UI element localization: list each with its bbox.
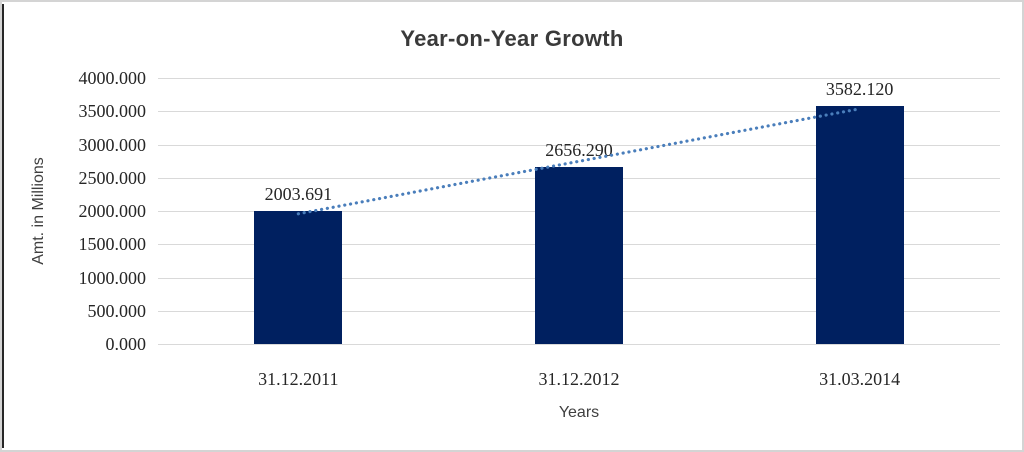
gridline [158, 144, 1000, 146]
bar-data-label: 3582.120 [825, 78, 894, 99]
bar-31.12.2011 [254, 210, 343, 344]
y-tick-label: 4000.000 [78, 68, 147, 88]
bar-data-label: 2656.290 [545, 140, 613, 161]
y-tick-label: 3000.000 [78, 134, 147, 155]
y-tick-label: 2000.000 [78, 201, 147, 221]
bar-31.12.2012 [535, 167, 623, 344]
y-tick-label: 1500.000 [78, 234, 147, 255]
trendline-dotted [296, 107, 862, 216]
bar-31.03.2014 [815, 105, 904, 344]
x-axis-title: Years [558, 404, 600, 421]
gridline [158, 344, 1000, 345]
plot-area: 2003.691 2656.290 3582.120 [158, 78, 1000, 345]
y-tick-label: 500.000 [87, 300, 147, 321]
x-category-label: 31.12.2011 [258, 369, 339, 389]
x-category-label: 31.03.2014 [819, 369, 901, 389]
y-tick-label: 2500.000 [78, 167, 147, 188]
left-border-line [2, 4, 4, 448]
chart-title: Year-on-Year Growth [400, 26, 624, 51]
gridline [158, 78, 1000, 79]
x-category-label: 31.12.2012 [538, 369, 620, 389]
y-tick-label: 3500.000 [78, 101, 147, 122]
bar-data-label: 2003.691 [264, 183, 333, 204]
y-tick-label: 0.000 [105, 334, 147, 354]
gridline [158, 111, 1000, 113]
y-tick-label: 1000.000 [78, 267, 147, 288]
